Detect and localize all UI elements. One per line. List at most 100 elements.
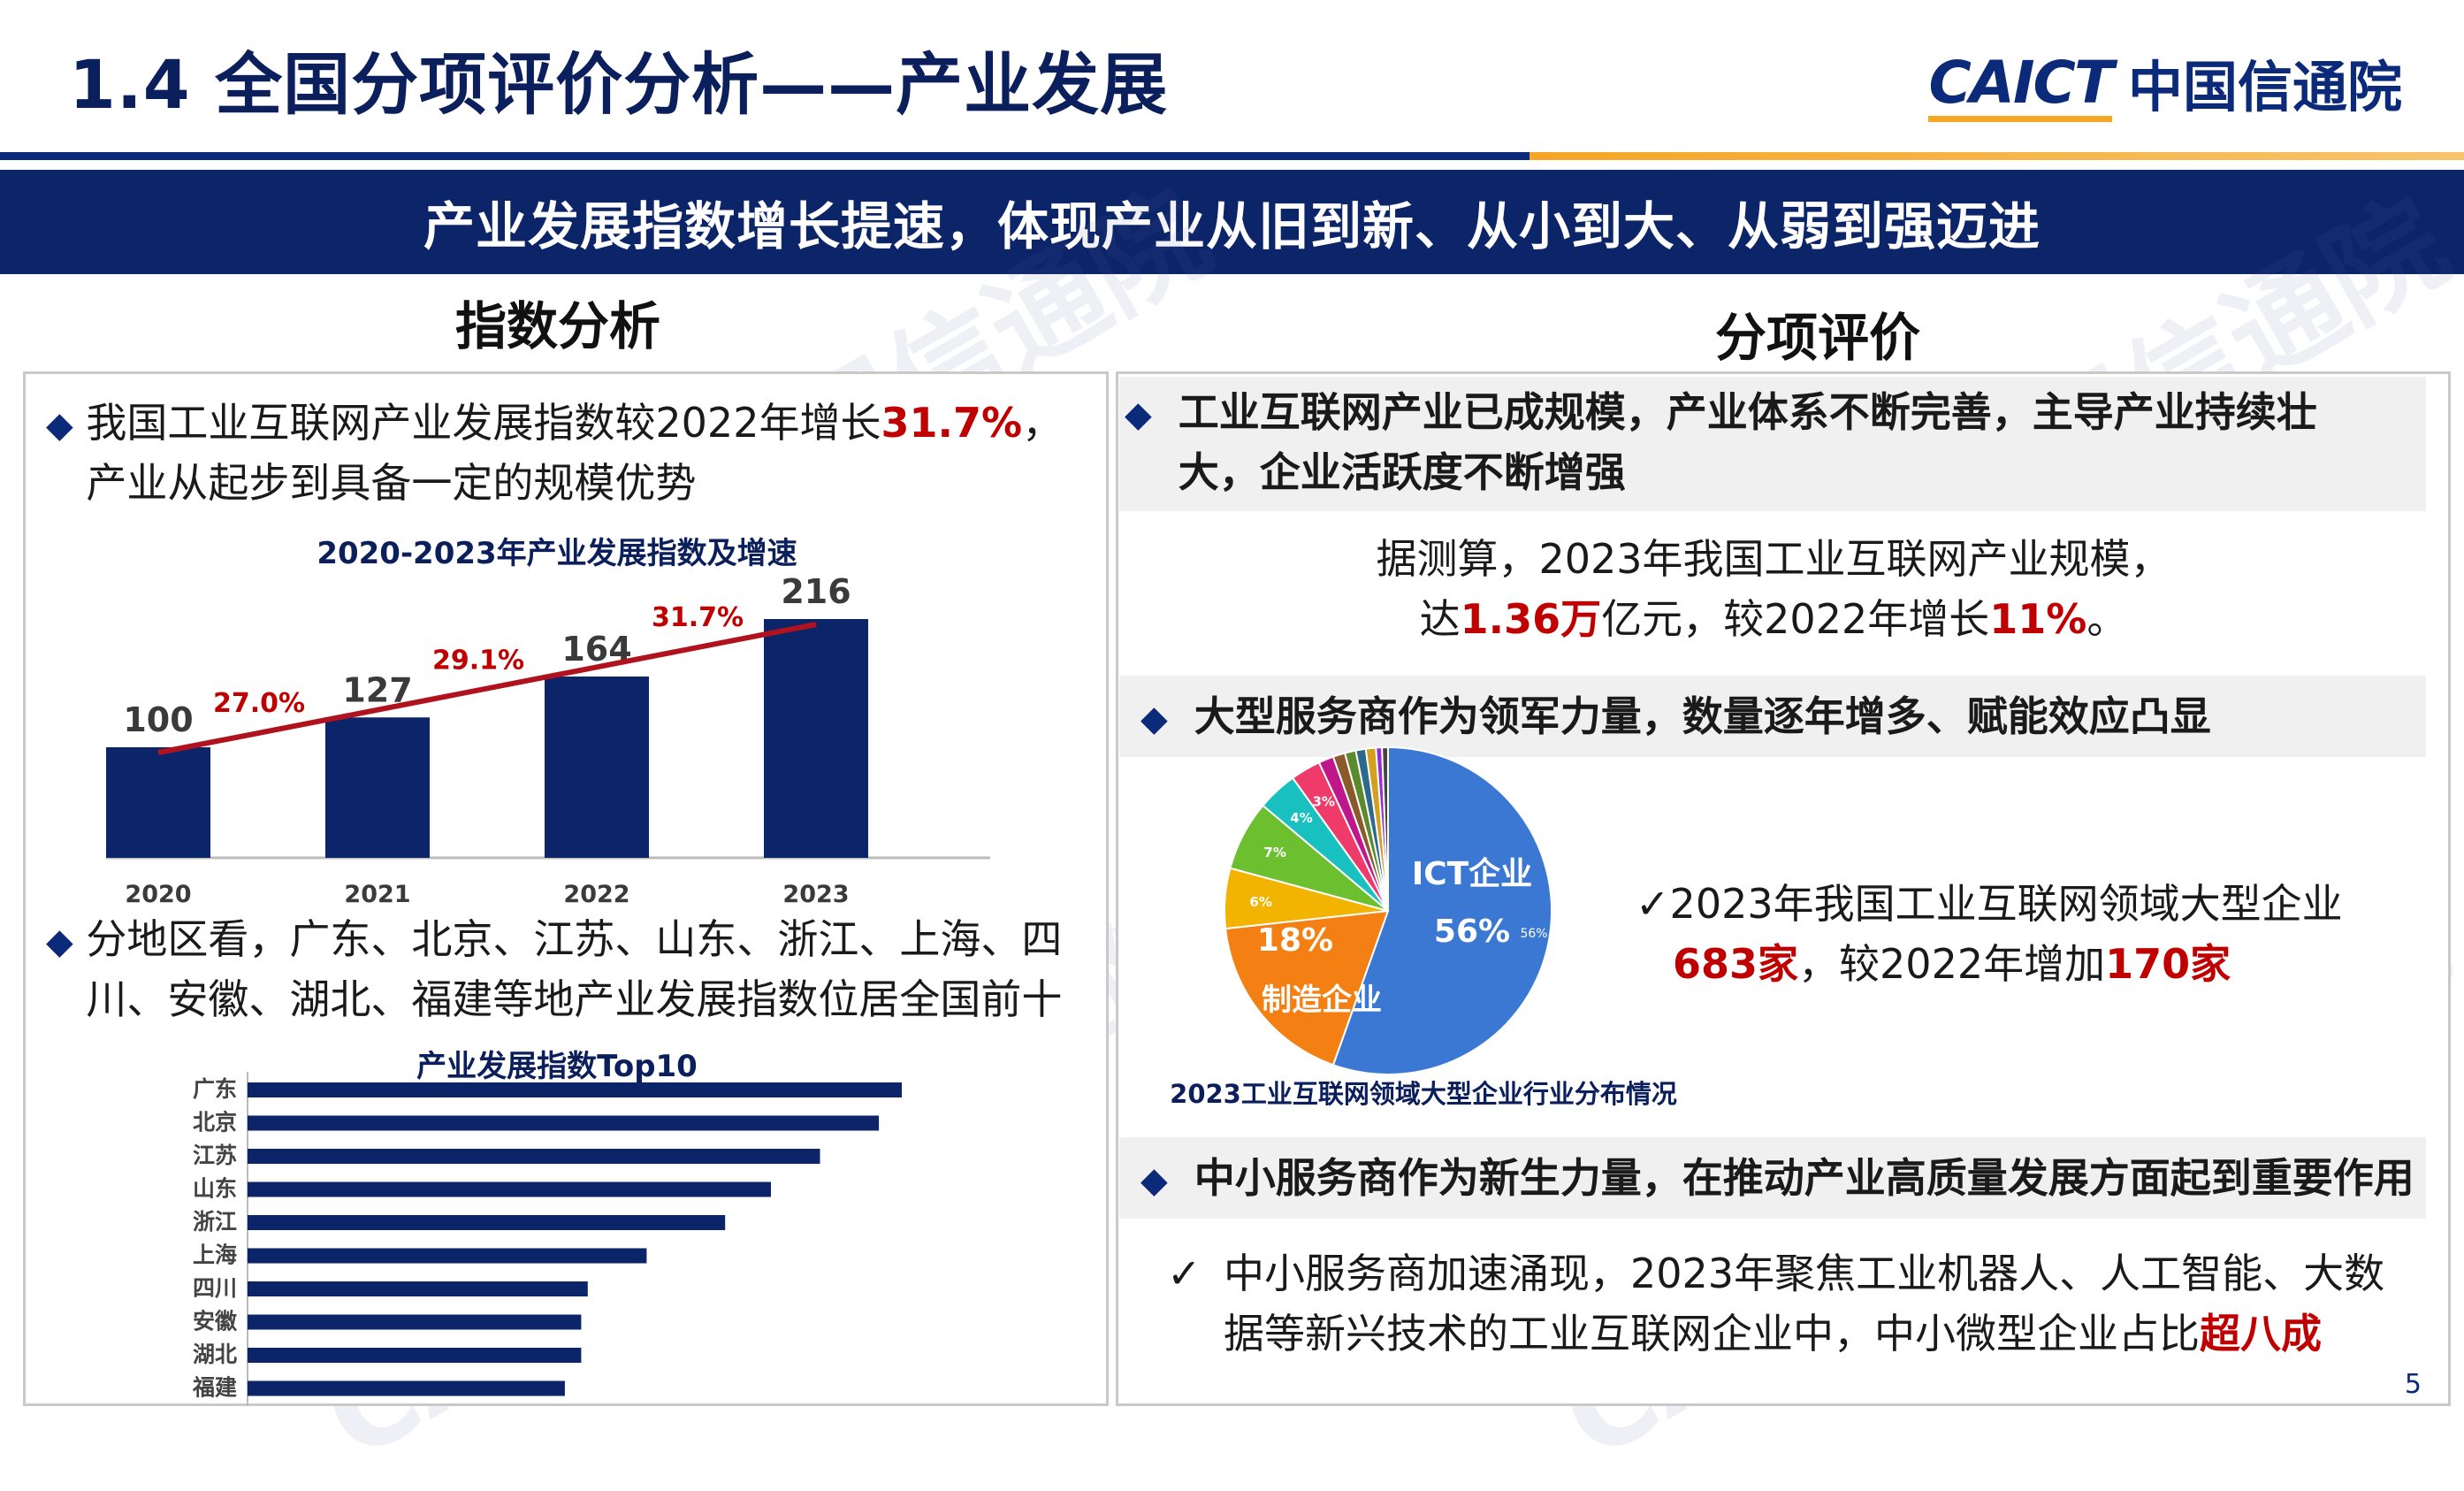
header-rule-blue [0,152,1530,160]
x-tick-label: 2022 [563,881,629,908]
slice-percent: 18% [1257,922,1333,959]
point3-band [1119,1137,2426,1219]
growth-trend-line [157,622,817,755]
scale-value: 1.36万 [1460,595,1602,643]
index-bar [325,717,430,858]
diamond-bullet-icon: ◆ [1140,1160,1168,1201]
logo-cn: 中国信通院 [2127,55,2402,119]
slice-percent: 6% [1249,894,1271,910]
top10-bar [248,1181,771,1197]
sme-statement: ✓ 中小服务商加速涌现，2023年聚焦工业机器人、人工智能、大数据等新兴技术的工业… [1167,1243,2405,1364]
region-label: 江苏 [193,1143,237,1168]
slice-percent-small: 56% [1520,927,1547,941]
bullet1-highlight: 31.7% [881,399,1023,447]
growth-rate-label: 29.1% [432,646,524,677]
slice-label: ICT企业 [1412,855,1532,892]
top10-bar [248,1115,880,1131]
slice-percent: 3% [1312,793,1334,809]
bullet1-text-post: ，产业从起步到具备一定的规模优势 [86,399,1064,507]
logo-en: CAICT [1928,48,2114,122]
large-mid: ，较2022年增加 [1798,940,2106,988]
top10-bar [248,1215,726,1230]
point2-text: 大型服务商作为领军力量，数量逐年增多、赋能效应凸显 [1194,692,2211,740]
check-icon: ✓ [1167,1250,1201,1297]
top10-bar [248,1149,820,1164]
x-tick-label: 2023 [782,881,849,908]
large-line-1: 2023年我国工业互联网领域大型企业 [1669,880,2343,928]
slice-percent: 4% [1290,810,1312,826]
scale-growth: 11% [1989,595,2087,643]
growth-rate-label: 27.0% [213,688,305,719]
page-number: 5 [2404,1369,2422,1400]
headline-banner: 产业发展指数增长提速，体现产业从旧到新、从小到大、从弱到强迈进 [0,170,2464,274]
left-panel [23,371,1109,1406]
diamond-bullet-icon: ◆ [1140,699,1168,739]
index-bar [545,677,649,858]
region-label: 四川 [193,1275,237,1301]
bar-value-label: 100 [123,700,193,739]
pie-slice [1331,746,1552,1075]
point2-band [1119,676,2426,757]
large-firms-statement: ✓2023年我国工业互联网领域大型企业 683家，较2022年增加170家 [1636,874,2431,994]
region-label: 广东 [193,1076,237,1102]
page-title: 1.4 全国分项评价分析——产业发展 [69,45,1169,124]
point3-text: 中小服务商作为新生力量，在推动产业高质量发展方面起到重要作用 [1194,1154,2414,1202]
header-rule-orange [1530,152,2464,160]
caict-logo: CAICT 中国信通院 [1928,42,2402,122]
left-bullet-2: ◆ 分地区看，广东、北京、江苏、山东、浙江、上海、四川、安徽、湖北、福建等地产业… [46,909,1098,1029]
top10-bar [248,1314,582,1330]
top10-chart-title: 产业发展指数Top10 [416,1049,698,1084]
pie-chart-title: 2023工业互联网领域大型企业行业分布情况 [1170,1079,1677,1109]
index-chart-title: 2020-2023年产业发展指数及增速 [317,536,797,571]
right-point-3: ◆ 中小服务商作为新生力量，在推动产业高质量发展方面起到重要作用 [1140,1148,2440,1211]
top10-bar [248,1348,582,1363]
growth-rate-label: 31.7% [652,602,744,633]
region-label: 山东 [193,1176,237,1202]
point1-band [1119,377,2426,511]
top10-bar [248,1248,647,1264]
right-section-heading: 分项评价 [1715,308,1921,368]
scale-line-2-pre: 达 [1419,595,1461,643]
slice-percent: 56% [1434,914,1510,950]
diamond-bullet-icon: ◆ [46,921,73,962]
top10-bar [248,1082,902,1097]
check-icon: ✓ [1636,880,1670,928]
region-label: 安徽 [193,1309,238,1334]
large-increase: 170家 [2105,940,2231,988]
diamond-bullet-icon: ◆ [46,405,73,446]
sme-highlight: 超八成 [2200,1310,2322,1357]
index-bar [764,619,868,858]
left-bullet-1: ◆ 我国工业互联网产业发展指数较2022年增长31.7%，产业从起步到具备一定的… [46,393,1089,513]
index-bar-chart: 100202012720211642022216202327.0%29.1%31… [106,572,990,908]
large-count: 683家 [1673,940,1799,988]
x-tick-label: 2021 [344,881,410,908]
scale-line-2-post: 。 [2086,595,2128,643]
point1-text: 工业互联网产业已成规模，产业体系不断完善，主导产业持续壮大，企业活跃度不断增强 [1178,388,2317,496]
region-label: 浙江 [193,1209,237,1235]
scale-line-1: 据测算，2023年我国工业互联网产业规模， [1376,535,2171,583]
right-point-2: ◆ 大型服务商作为领军力量，数量逐年增多、赋能效应凸显 [1140,686,2414,749]
pie-slice [1381,746,1389,912]
top10-bar [248,1281,588,1296]
industry-pie-chart: ICT企业 56% 56% 18% 制造企业 6% 7% 4%3% [1224,746,1552,1075]
diamond-bullet-icon: ◆ [1125,394,1152,435]
x-tick-label: 2020 [125,881,191,908]
region-label: 北京 [193,1110,237,1135]
scale-line-2-mid: 亿元，较2022年增长 [1601,595,1990,643]
slice-label: 制造企业 [1262,983,1382,1018]
right-point-1: ◆ 工业互联网产业已成规模，产业体系不断完善，主导产业持续壮大，企业活跃度不断增… [1125,382,2398,502]
region-label: 上海 [193,1242,237,1268]
bullet1-text: 我国工业互联网产业发展指数较2022年增长 [86,399,881,447]
sme-text: 中小服务商加速涌现，2023年聚焦工业机器人、人工智能、大数据等新兴技术的工业互… [1224,1250,2385,1357]
bullet2-text: 分地区看，广东、北京、江苏、山东、浙江、上海、四川、安徽、湖北、福建等地产业发展… [86,915,1063,1023]
left-section-heading: 指数分析 [455,296,661,356]
scale-statement: 据测算，2023年我国工业互联网产业规模， 达1.36万亿元，较2022年增长1… [1119,529,2428,649]
region-label: 福建 [192,1375,237,1401]
top10-bar [248,1380,565,1396]
region-label: 湖北 [193,1342,237,1367]
slice-percent: 7% [1263,845,1285,860]
index-bar [106,747,210,858]
bar-value-label: 216 [781,572,851,611]
pie-slice [1224,909,1390,1067]
